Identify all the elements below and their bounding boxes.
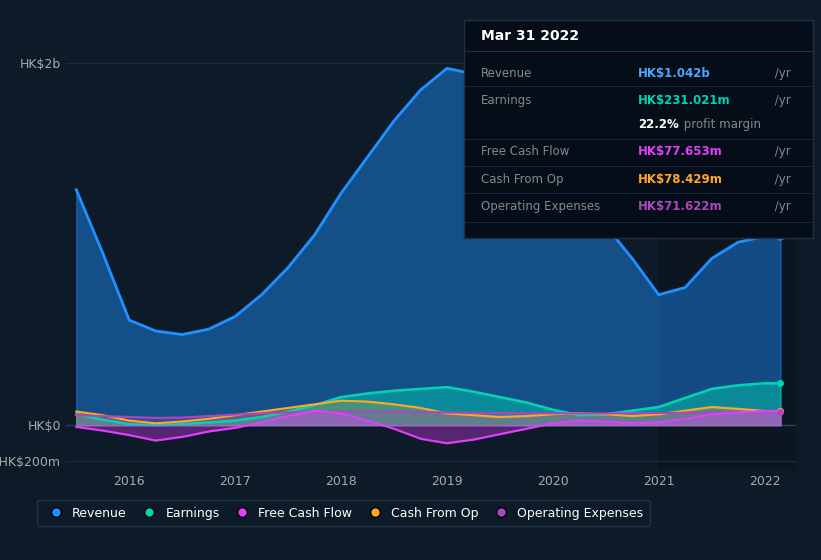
Text: HK$77.653m: HK$77.653m [639,145,723,158]
Text: /yr: /yr [771,200,791,213]
Text: Operating Expenses: Operating Expenses [481,200,600,213]
Text: HK$71.622m: HK$71.622m [639,200,723,213]
Text: HK$1.042b: HK$1.042b [639,67,711,80]
Text: /yr: /yr [771,145,791,158]
Text: Free Cash Flow: Free Cash Flow [481,145,570,158]
Text: HK$231.021m: HK$231.021m [639,94,731,107]
Text: Mar 31 2022: Mar 31 2022 [481,29,580,43]
Text: Cash From Op: Cash From Op [481,172,564,185]
Text: /yr: /yr [771,67,791,80]
Text: HK$78.429m: HK$78.429m [639,172,723,185]
Text: /yr: /yr [771,94,791,107]
Text: profit margin: profit margin [680,118,761,131]
Text: /yr: /yr [771,172,791,185]
Text: Revenue: Revenue [481,67,533,80]
Bar [658,45,796,470]
Text: Earnings: Earnings [481,94,533,107]
Legend: Revenue, Earnings, Free Cash Flow, Cash From Op, Operating Expenses: Revenue, Earnings, Free Cash Flow, Cash … [37,501,649,526]
Text: 22.2%: 22.2% [639,118,679,131]
